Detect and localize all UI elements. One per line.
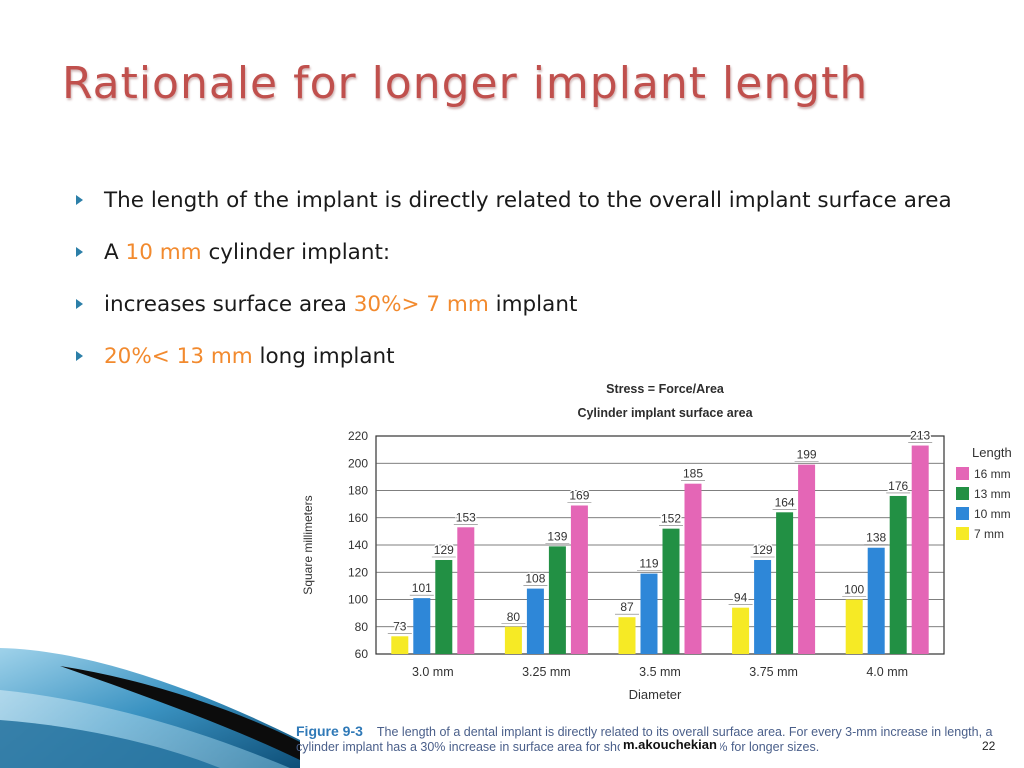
data-label: 129 — [753, 543, 773, 557]
y-tick-label: 140 — [348, 538, 368, 552]
data-label: 129 — [434, 543, 454, 557]
data-label: 138 — [866, 531, 886, 545]
data-label: 101 — [412, 581, 432, 595]
y-tick-label: 100 — [348, 593, 368, 607]
y-tick-label: 200 — [348, 456, 368, 470]
bullet-text: long implant — [252, 344, 395, 369]
data-label: 139 — [547, 529, 567, 543]
bar — [413, 598, 431, 654]
bullet-text: implant — [488, 292, 578, 317]
x-tick-label: 3.25 mm — [522, 665, 571, 679]
data-label: 73 — [393, 619, 407, 633]
figure-heading-formula: Stress = Force/Area — [606, 382, 724, 396]
bar — [867, 547, 885, 654]
x-tick-label: 3.5 mm — [639, 665, 681, 679]
bar — [548, 546, 566, 654]
bullet-text: increases surface area — [104, 292, 354, 317]
data-label: 153 — [456, 510, 476, 524]
data-label: 176 — [888, 479, 908, 493]
bar — [798, 464, 816, 654]
data-label: 213 — [910, 429, 930, 443]
data-label: 108 — [525, 572, 545, 586]
highlighted-text: 20%< 13 mm — [104, 344, 253, 369]
bar — [504, 626, 522, 654]
data-label: 87 — [620, 600, 634, 614]
triangle-bullet-icon — [76, 195, 83, 205]
data-label: 119 — [639, 557, 658, 571]
triangle-bullet-icon — [76, 351, 83, 361]
bullet-text: A — [104, 240, 126, 265]
author-credit: m.akouchekian — [620, 737, 720, 752]
legend-swatch — [956, 487, 969, 500]
legend-title: Length — [972, 445, 1012, 460]
bar — [911, 445, 929, 654]
bar — [391, 636, 409, 654]
y-tick-label: 160 — [348, 511, 368, 525]
slide-title: Rationale for longer implant length — [62, 58, 869, 109]
legend-label: 13 mm — [974, 487, 1011, 501]
highlighted-text: 30%> 7 mm — [353, 292, 489, 317]
data-label: 94 — [734, 591, 748, 605]
data-label: 100 — [844, 583, 864, 597]
y-tick-label: 120 — [348, 565, 368, 579]
x-tick-label: 3.0 mm — [412, 665, 454, 679]
y-tick-label: 60 — [355, 647, 369, 661]
data-label: 164 — [775, 495, 795, 509]
x-axis-label: Diameter — [629, 687, 682, 702]
bar — [845, 599, 863, 654]
bar — [754, 559, 772, 654]
bar — [618, 617, 636, 654]
highlighted-text: 10 mm — [125, 240, 202, 265]
triangle-bullet-icon — [76, 247, 83, 257]
bullet-item: 20%< 13 mm long implant — [76, 334, 956, 380]
y-tick-label: 220 — [348, 429, 368, 443]
x-tick-label: 4.0 mm — [866, 665, 908, 679]
legend-label: 7 mm — [974, 527, 1004, 541]
figure-heading-title: Cylinder implant surface area — [577, 406, 753, 420]
data-label: 152 — [661, 512, 681, 526]
bar — [526, 588, 544, 654]
legend-label: 10 mm — [974, 507, 1011, 521]
data-label: 185 — [683, 467, 703, 481]
legend-swatch — [956, 467, 969, 480]
bar — [435, 559, 453, 654]
figure-caption-label: Figure 9-3 — [296, 723, 363, 739]
bar — [457, 527, 475, 654]
page-number: 22 — [982, 739, 996, 753]
legend-swatch — [956, 507, 969, 520]
x-tick-label: 3.75 mm — [749, 665, 798, 679]
data-label: 169 — [569, 488, 589, 502]
bar — [889, 495, 907, 654]
bar — [732, 607, 750, 654]
y-axis-label: Square millimeters — [301, 495, 315, 594]
bar — [662, 528, 680, 654]
bar — [684, 483, 702, 654]
data-label: 199 — [797, 448, 817, 462]
legend-label: 16 mm — [974, 467, 1011, 481]
bullet-text: The length of the implant is directly re… — [104, 188, 952, 213]
triangle-bullet-icon — [76, 299, 83, 309]
y-tick-label: 180 — [348, 484, 368, 498]
y-tick-label: 80 — [355, 620, 369, 634]
legend-swatch — [956, 527, 969, 540]
bullet-item: A 10 mm cylinder implant: — [76, 230, 956, 276]
bar — [776, 512, 794, 654]
bar — [570, 505, 588, 654]
bullet-list: The length of the implant is directly re… — [76, 178, 956, 386]
decorative-swoosh — [0, 648, 300, 768]
data-label: 80 — [507, 610, 521, 624]
bullet-item: increases surface area 30%> 7 mm implant — [76, 282, 956, 328]
bullet-item: The length of the implant is directly re… — [76, 178, 956, 224]
bullet-text: cylinder implant: — [201, 240, 391, 265]
bar — [640, 573, 658, 654]
